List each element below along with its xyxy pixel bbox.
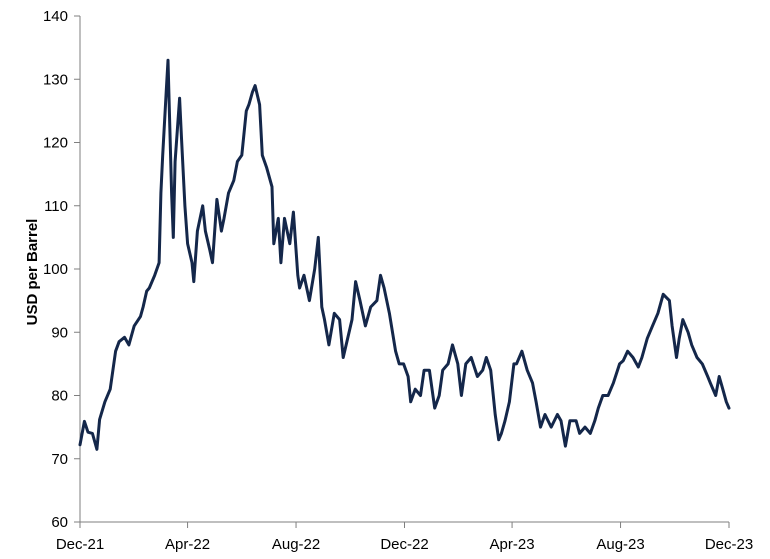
x-tick-label: Aug-22 [272, 536, 320, 553]
y-axis: 60 70 80 90 100 110 120 130 140 [43, 8, 81, 531]
x-tick-label: Aug-23 [596, 536, 644, 553]
y-tick-label: 60 [51, 514, 68, 531]
y-tick-label: 70 [51, 451, 68, 468]
y-axis-label: USD per Barrel [24, 219, 41, 326]
y-tick-label: 90 [51, 324, 68, 341]
plot-lines [78, 58, 731, 451]
y-tick-label: 100 [43, 261, 68, 278]
x-tick-label: Dec-21 [56, 536, 104, 553]
y-tick-label: 80 [51, 388, 68, 405]
x-axis: Dec-21 Apr-22 Aug-22 Dec-22 Apr-23 Aug-23 Dec-… [56, 521, 753, 553]
series-line [78, 58, 731, 451]
y-tick-label: 110 [44, 198, 68, 215]
x-tick-label: Apr-22 [165, 536, 210, 553]
x-tick-label: Dec-23 [705, 536, 753, 553]
y-tick-label: 140 [43, 8, 68, 25]
y-tick-label: 130 [43, 71, 68, 88]
y-tick-label: 120 [43, 135, 68, 152]
x-tick-label: Apr-23 [490, 536, 535, 553]
x-tick-label: Dec-22 [380, 536, 428, 553]
